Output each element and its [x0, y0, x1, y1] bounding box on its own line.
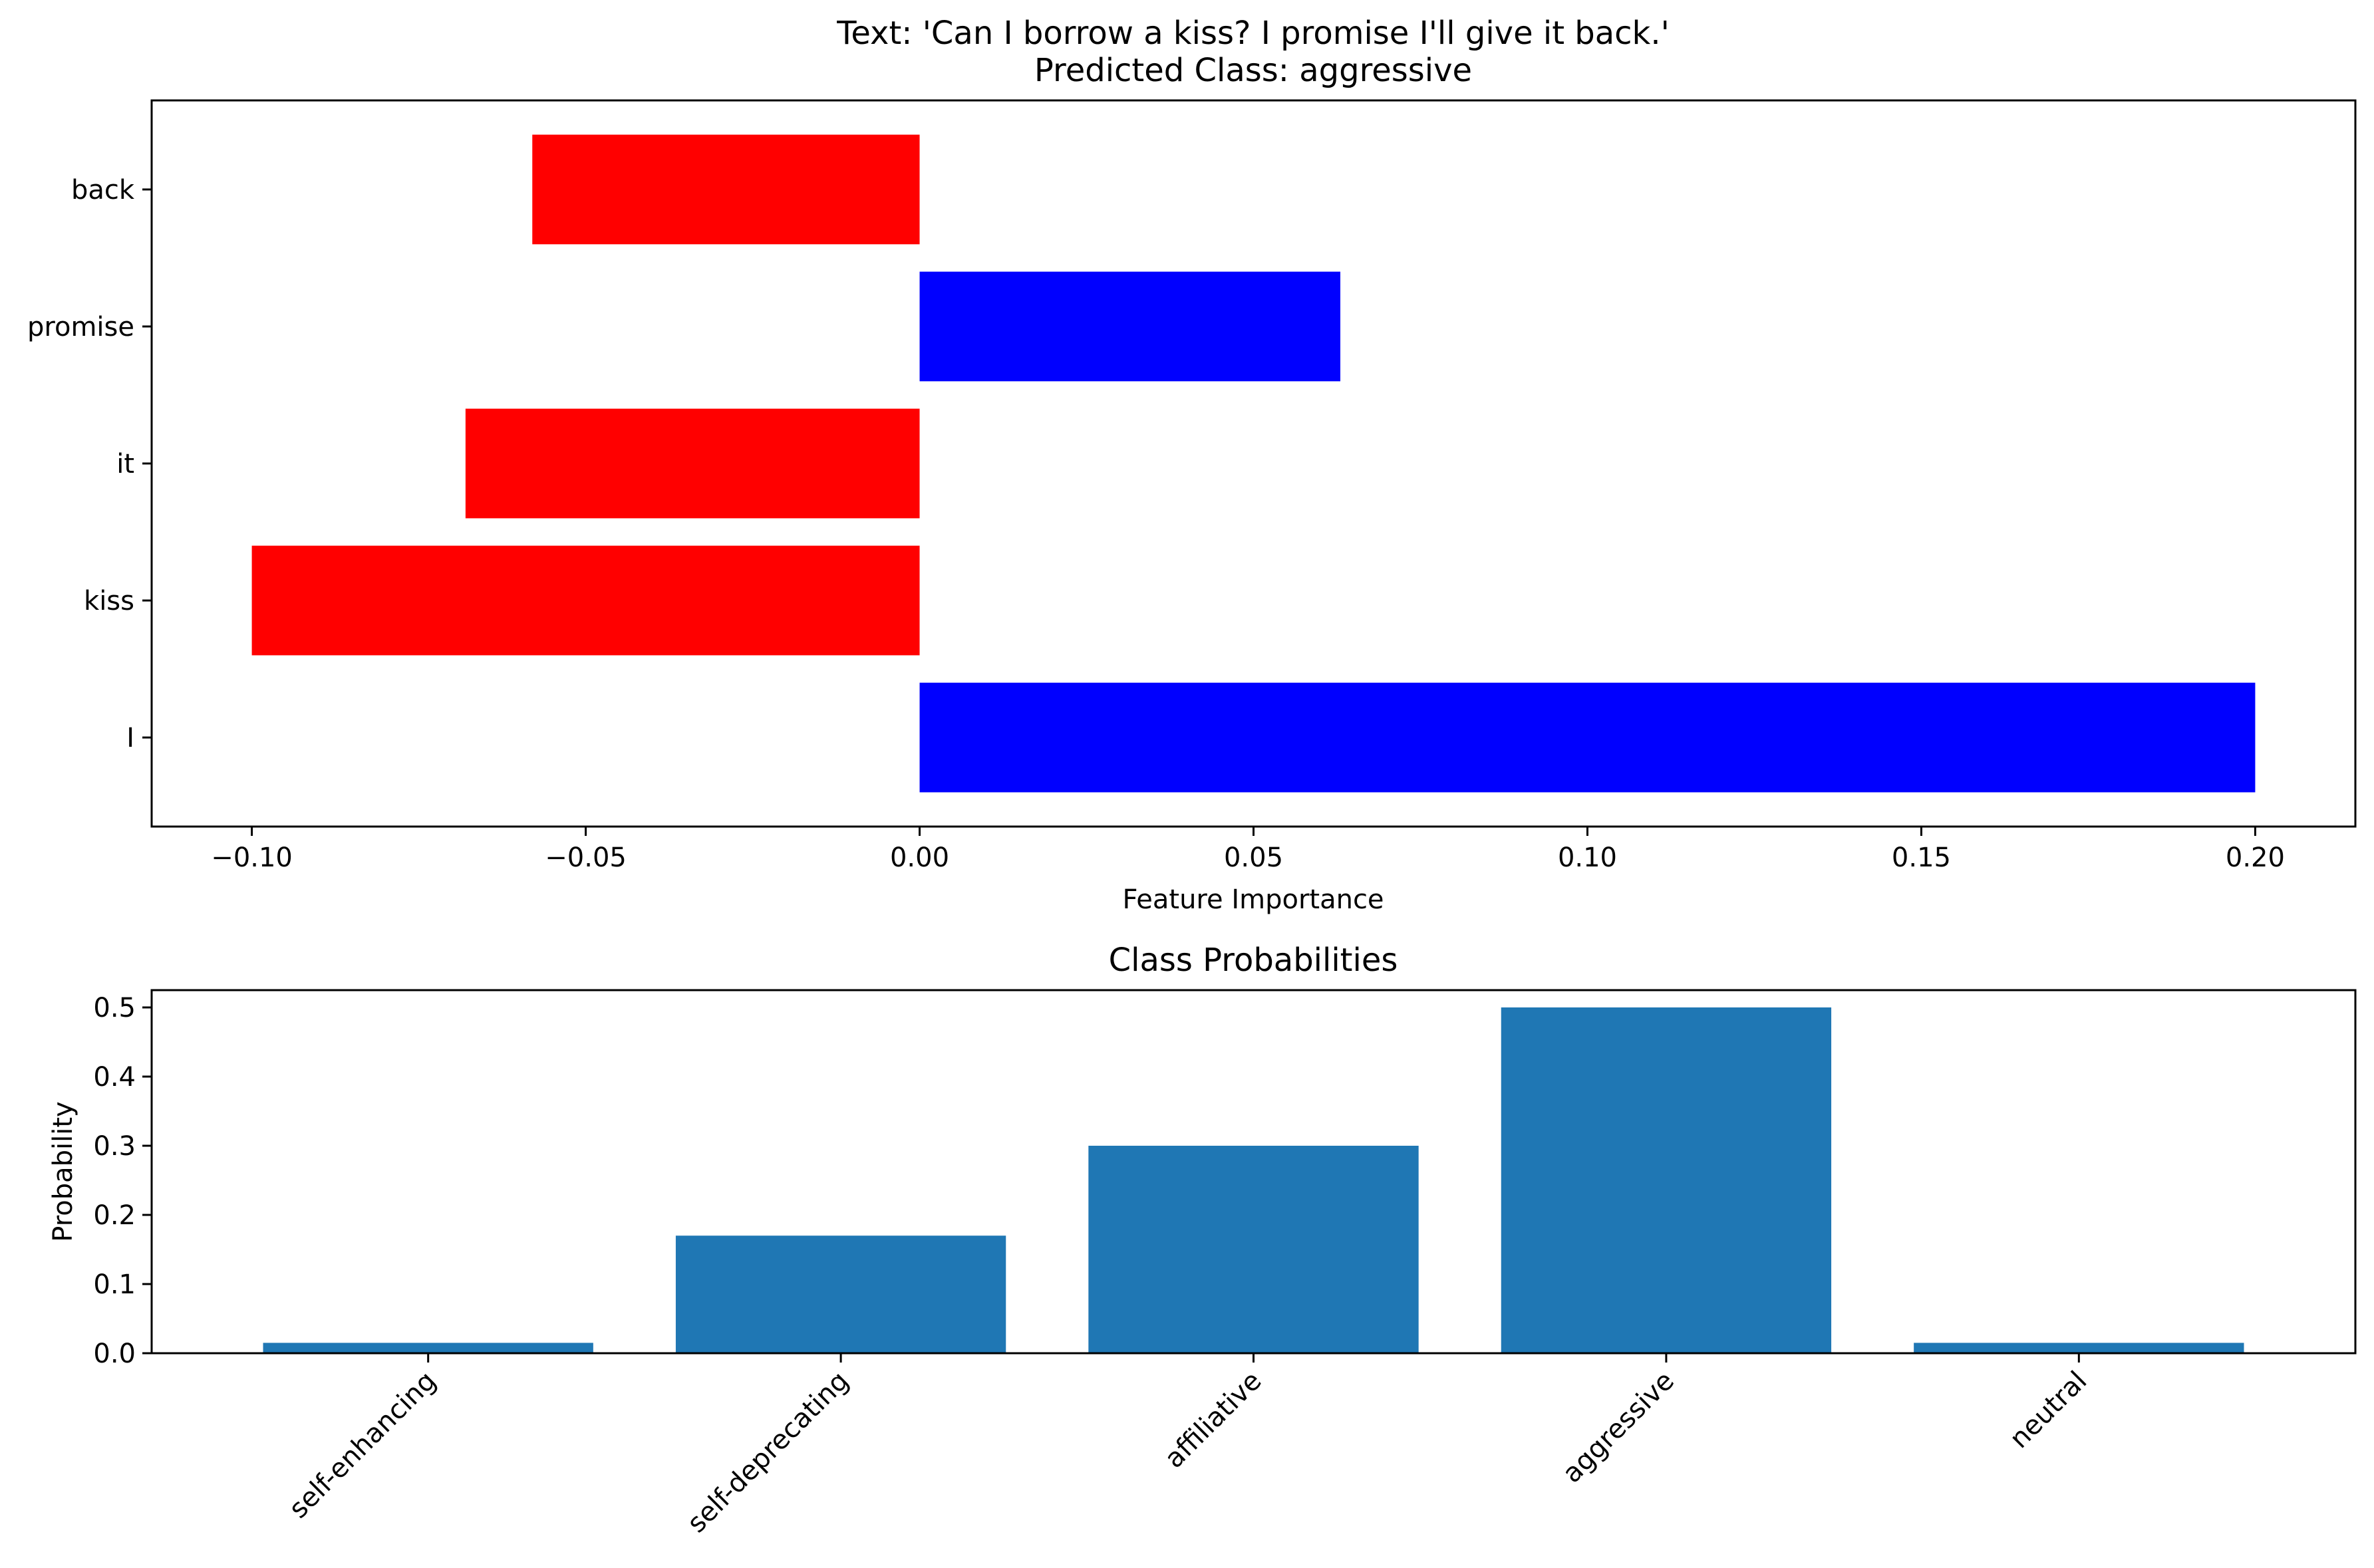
- x-tick-label: 0.10: [1558, 843, 1617, 873]
- probability-plot-frame: [150, 989, 2357, 1355]
- x-tick-label: −0.10: [211, 843, 293, 873]
- feature-axes: back promise it kiss I −0.10 −0.05 0.00 0.05 0.10…: [27, 175, 2285, 873]
- x-tick-label: 0.05: [1224, 843, 1283, 873]
- chart-title-line-1: Text: 'Can I borrow a kiss? I promise I'…: [836, 15, 1670, 52]
- probability-bar-aggressive: [1501, 1007, 1832, 1353]
- y-tick-label: 0.3: [93, 1131, 136, 1162]
- probability-bar-self-deprecating: [675, 1236, 1006, 1353]
- y-tick-label: kiss: [84, 586, 134, 616]
- x-axis-label: Feature Importance: [1122, 884, 1384, 915]
- feature-bar-kiss: [251, 545, 920, 656]
- probability-bar-neutral: [1914, 1343, 2244, 1353]
- feature-importance-chart: Text: 'Can I borrow a kiss? I promise I'…: [27, 15, 2357, 915]
- y-tick-label: back: [71, 175, 135, 205]
- y-tick-label: 0.1: [93, 1269, 136, 1300]
- y-tick-label: 0.0: [93, 1339, 136, 1369]
- probability-bars: [263, 1007, 2244, 1353]
- chart-title-line-2: Predicted Class: aggressive: [1034, 52, 1472, 89]
- x-tick-label: 0.00: [890, 843, 949, 873]
- probability-bar-self-enhancing: [263, 1343, 593, 1353]
- y-tick-label: 0.4: [93, 1062, 136, 1093]
- probabilities-title: Class Probabilities: [1109, 942, 1398, 979]
- x-tick-label: 0.20: [2226, 843, 2285, 873]
- feature-bar-i: [919, 682, 2256, 793]
- y-tick-label: I: [126, 723, 134, 753]
- feature-plot-frame: [150, 99, 2357, 828]
- probability-bar-affiliative: [1088, 1146, 1419, 1353]
- y-tick-label: 0.2: [93, 1200, 136, 1231]
- feature-bar-it: [465, 408, 920, 519]
- x-tick-label: −0.05: [545, 843, 627, 873]
- y-tick-label: 0.5: [93, 993, 136, 1023]
- feature-bar-back: [532, 134, 920, 245]
- y-tick-label: promise: [27, 312, 134, 342]
- x-tick-label: 0.15: [1892, 843, 1951, 873]
- feature-bar-promise: [919, 271, 1341, 382]
- feature-bars: [251, 134, 2256, 793]
- y-tick-label: it: [116, 449, 134, 479]
- y-axis-label: Probability: [48, 1101, 78, 1241]
